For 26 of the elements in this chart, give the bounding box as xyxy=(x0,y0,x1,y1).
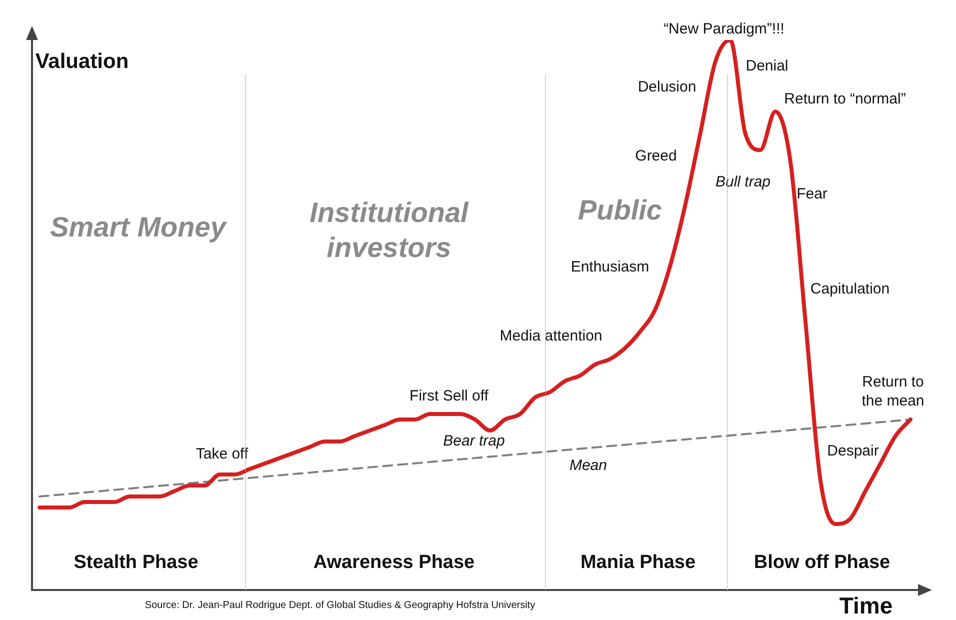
x-axis-title: Time xyxy=(839,592,893,620)
annotation: Bull trap xyxy=(715,174,771,192)
annotation: Take off xyxy=(196,446,248,464)
series-label: Mean xyxy=(569,456,607,474)
annotation: Public xyxy=(578,194,662,228)
annotation: Mania Phase xyxy=(580,551,696,575)
annotation: Media attention xyxy=(500,328,602,346)
annotation: Enthusiasm xyxy=(570,258,650,278)
annotation: Blow off Phase xyxy=(754,551,890,575)
annotation: Stealth Phase xyxy=(74,551,198,575)
y-axis-title: Valuation xyxy=(35,48,129,75)
annotation: Capitulation xyxy=(810,280,890,300)
annotation: Return to “normal” xyxy=(784,90,906,110)
annotation: First Sell off xyxy=(410,388,488,406)
annotation: Institutional investors xyxy=(308,196,470,265)
annotation: Smart Money xyxy=(50,210,226,244)
annotation: Greed xyxy=(635,148,677,166)
annotation: Awareness Phase xyxy=(313,551,475,575)
annotation: Bear trap xyxy=(443,432,505,452)
source-note: Source: Dr. Jean-Paul Rodrigue Dept. of Global Studies & Geography Hofstra University xyxy=(144,600,536,612)
annotation: Despair xyxy=(827,442,879,462)
text: “New Paradigm”!!! xyxy=(664,20,784,40)
annotation: Fear xyxy=(796,186,828,204)
annotation: Delusion xyxy=(638,78,696,98)
annotation: Denial xyxy=(746,58,788,76)
annotation: Return to the mean xyxy=(860,373,926,411)
